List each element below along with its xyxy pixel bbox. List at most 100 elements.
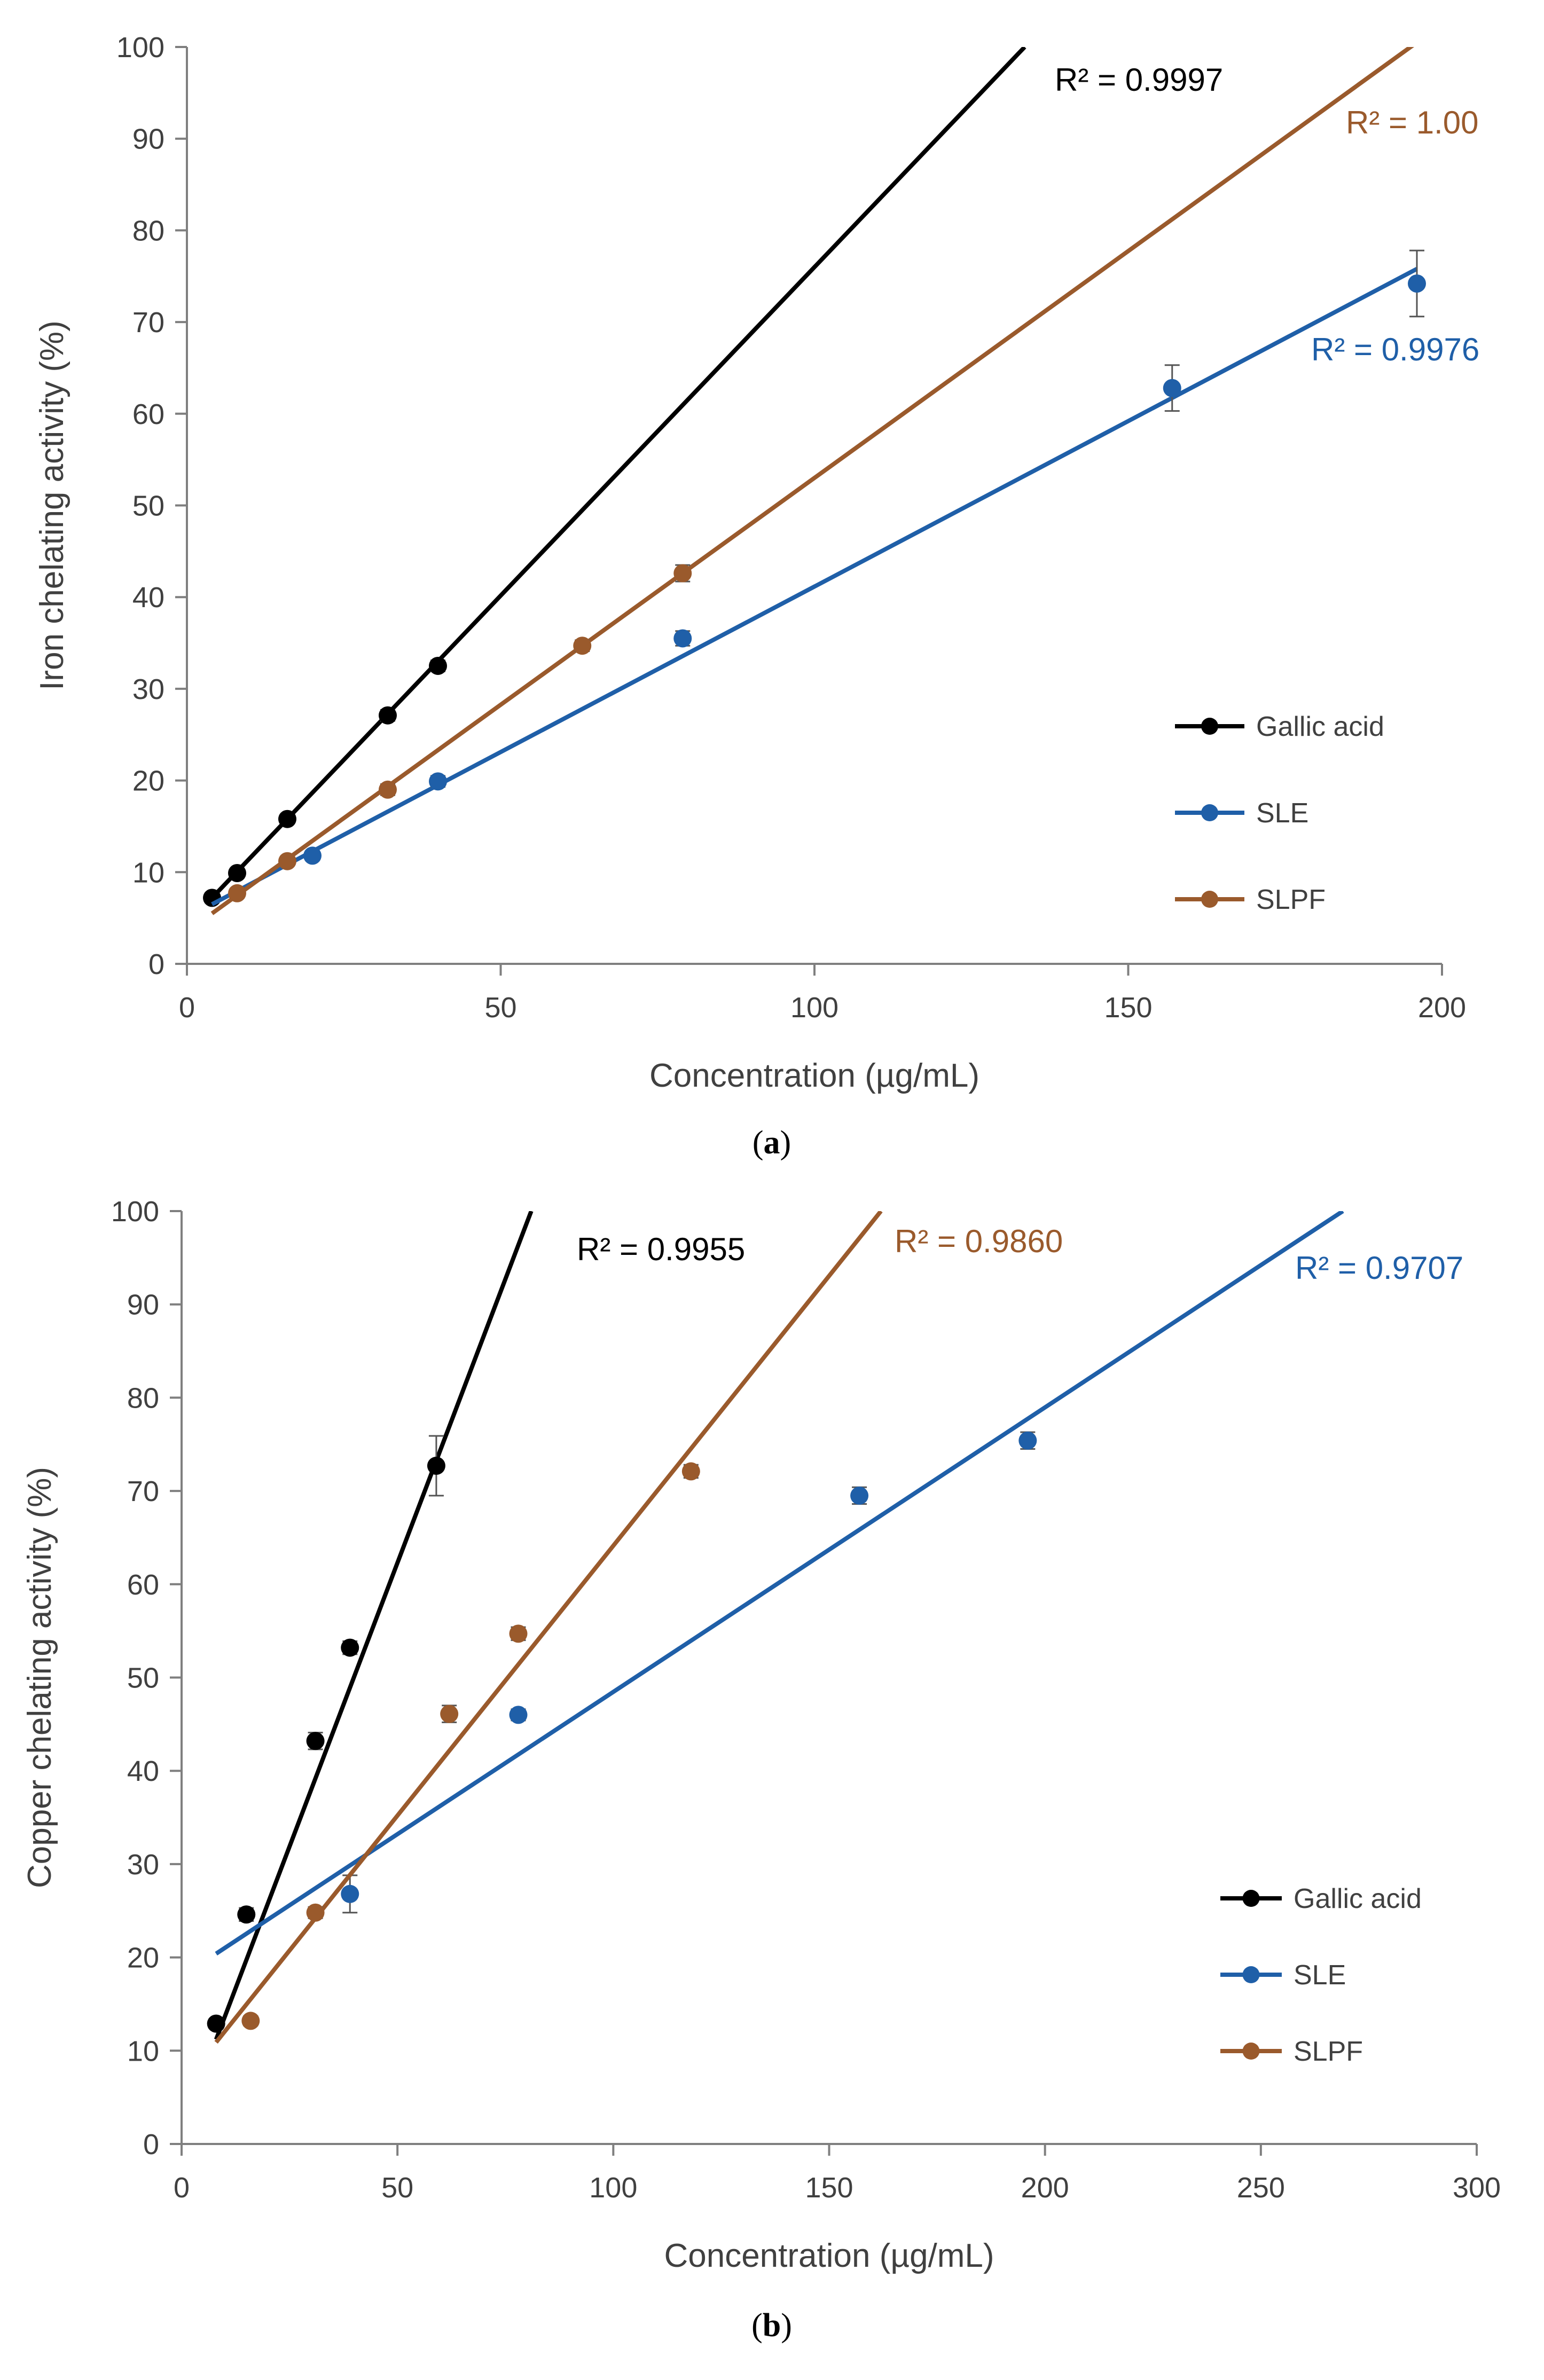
data-point-sle	[429, 772, 447, 791]
legend-label-sle: SLE	[1294, 1960, 1346, 1991]
trendline-slpf	[210, 47, 1414, 915]
data-point-slpf	[509, 1624, 528, 1643]
series-slpf: R² = 0.9860	[214, 1211, 1063, 2044]
x-tick-label: 0	[179, 992, 195, 1024]
legend-label-slpf: SLPF	[1294, 2036, 1363, 2067]
panel-letter: b	[763, 2307, 781, 2344]
y-tick-label: 10	[132, 857, 164, 889]
panel-caption: (b)	[751, 2307, 792, 2344]
panel-caption: (a)	[753, 1125, 791, 1161]
x-tick-label: 200	[1418, 992, 1466, 1024]
trendline-sle	[215, 1211, 1344, 1955]
y-axis-label: Iron chelating activity (%)	[34, 320, 70, 690]
legend-marker-sle	[1201, 804, 1218, 821]
trendline-slpf	[214, 1211, 883, 2044]
y-tick-label: 70	[127, 1475, 159, 1507]
y-tick-label: 50	[127, 1662, 159, 1694]
x-tick-label: 150	[805, 2172, 853, 2204]
legend-label-sle: SLE	[1256, 798, 1308, 829]
y-tick-label: 40	[127, 1755, 159, 1787]
series-sle: R² = 0.9976	[211, 249, 1479, 906]
x-tick-label: 100	[589, 2172, 637, 2204]
legend: Gallic acid SLE SLPF	[1220, 1883, 1422, 2067]
chart-panel-b: 0 10 20 30 40 50 60 70 80 90 100 0 50 100 150 200 250 300…	[21, 1196, 1501, 2344]
data-point-gallic	[278, 810, 296, 828]
y-tick-label: 100	[111, 1196, 159, 1228]
x-tick-label: 50	[381, 2172, 413, 2204]
data-point-slpf	[278, 852, 296, 870]
legend-label-slpf: SLPF	[1256, 884, 1326, 915]
y-tick-label: 30	[127, 1849, 159, 1881]
r2-label-slpf: R² = 1.00	[1346, 105, 1478, 140]
data-point-sle	[850, 1486, 869, 1505]
data-point-sle	[1018, 1431, 1037, 1450]
data-point-slpf	[681, 1462, 700, 1481]
series-gallic: R² = 0.9997	[203, 47, 1223, 907]
r2-label-slpf: R² = 0.9860	[895, 1223, 1063, 1259]
data-point-slpf	[673, 564, 692, 583]
panel-letter: a	[764, 1125, 780, 1161]
data-point-sle	[303, 846, 322, 865]
data-point-gallic	[237, 1905, 256, 1924]
legend-marker-gallic	[1201, 718, 1218, 735]
y-tick-label: 20	[127, 1942, 159, 1974]
legend-label-gallic: Gallic acid	[1294, 1883, 1422, 1914]
series-sle: R² = 0.9707	[215, 1211, 1463, 1955]
x-tick-label: 150	[1104, 992, 1152, 1024]
x-axis-label: Concentration (µg/mL)	[664, 2237, 994, 2274]
data-point-sle	[341, 1884, 359, 1903]
legend: Gallic acid SLE SLPF	[1175, 711, 1384, 915]
data-point-gallic	[429, 656, 447, 675]
legend-label-gallic: Gallic acid	[1256, 711, 1384, 742]
data-point-sle	[1408, 274, 1426, 293]
data-point-slpf	[241, 2012, 260, 2030]
data-point-gallic	[306, 1732, 325, 1750]
r2-label-sle: R² = 0.9707	[1295, 1250, 1463, 1286]
y-tick-label: 20	[132, 765, 164, 797]
data-point-gallic	[379, 706, 397, 725]
x-tick-label: 300	[1453, 2172, 1501, 2204]
y-tick-label: 80	[127, 1382, 159, 1414]
x-tick-label: 250	[1237, 2172, 1285, 2204]
data-point-sle	[509, 1706, 528, 1724]
x-tick-label: 100	[790, 992, 838, 1024]
trendline-gallic	[214, 1211, 534, 2040]
series-gallic: R² = 0.9955	[207, 1211, 745, 2040]
y-tick-label: 80	[132, 215, 164, 247]
y-tick-label: 0	[148, 948, 164, 980]
data-point-sle	[1163, 379, 1181, 397]
data-point-slpf	[228, 884, 246, 902]
trendline-sle	[211, 266, 1418, 906]
data-point-gallic	[228, 864, 246, 883]
data-point-slpf	[379, 780, 397, 799]
r2-label-gallic: R² = 0.9997	[1055, 62, 1223, 98]
x-axis-label: Concentration (µg/mL)	[649, 1057, 979, 1094]
data-point-slpf	[440, 1705, 459, 1723]
y-tick-label: 70	[132, 307, 164, 339]
y-tick-label: 10	[127, 2035, 159, 2067]
y-tick-label: 60	[132, 398, 164, 430]
y-tick-label: 50	[132, 490, 164, 522]
r2-label-sle: R² = 0.9976	[1311, 332, 1479, 367]
y-tick-label: 60	[127, 1569, 159, 1601]
y-tick-label: 40	[132, 582, 164, 614]
trendline-gallic	[210, 47, 1026, 900]
x-tick-label: 50	[484, 992, 516, 1024]
y-tick-label: 90	[127, 1289, 159, 1321]
y-tick-label: 30	[132, 673, 164, 705]
legend-marker-gallic	[1242, 1890, 1260, 1907]
data-point-sle	[673, 629, 692, 648]
data-point-gallic	[207, 2014, 225, 2033]
data-point-gallic	[341, 1638, 359, 1657]
x-tick-label: 200	[1021, 2172, 1069, 2204]
series-slpf: R² = 1.00	[210, 47, 1478, 915]
chart-panel-a: 0 10 20 30 40 50 60 70 80 90 100 0 50 100 150 200 Concen…	[34, 32, 1479, 1161]
legend-marker-sle	[1242, 1966, 1260, 1983]
data-point-slpf	[573, 637, 592, 655]
data-point-gallic	[427, 1456, 445, 1475]
r2-label-gallic: R² = 0.9955	[577, 1231, 745, 1267]
x-tick-label: 0	[174, 2172, 190, 2204]
y-tick-label: 0	[143, 2128, 159, 2161]
data-point-slpf	[306, 1903, 325, 1922]
